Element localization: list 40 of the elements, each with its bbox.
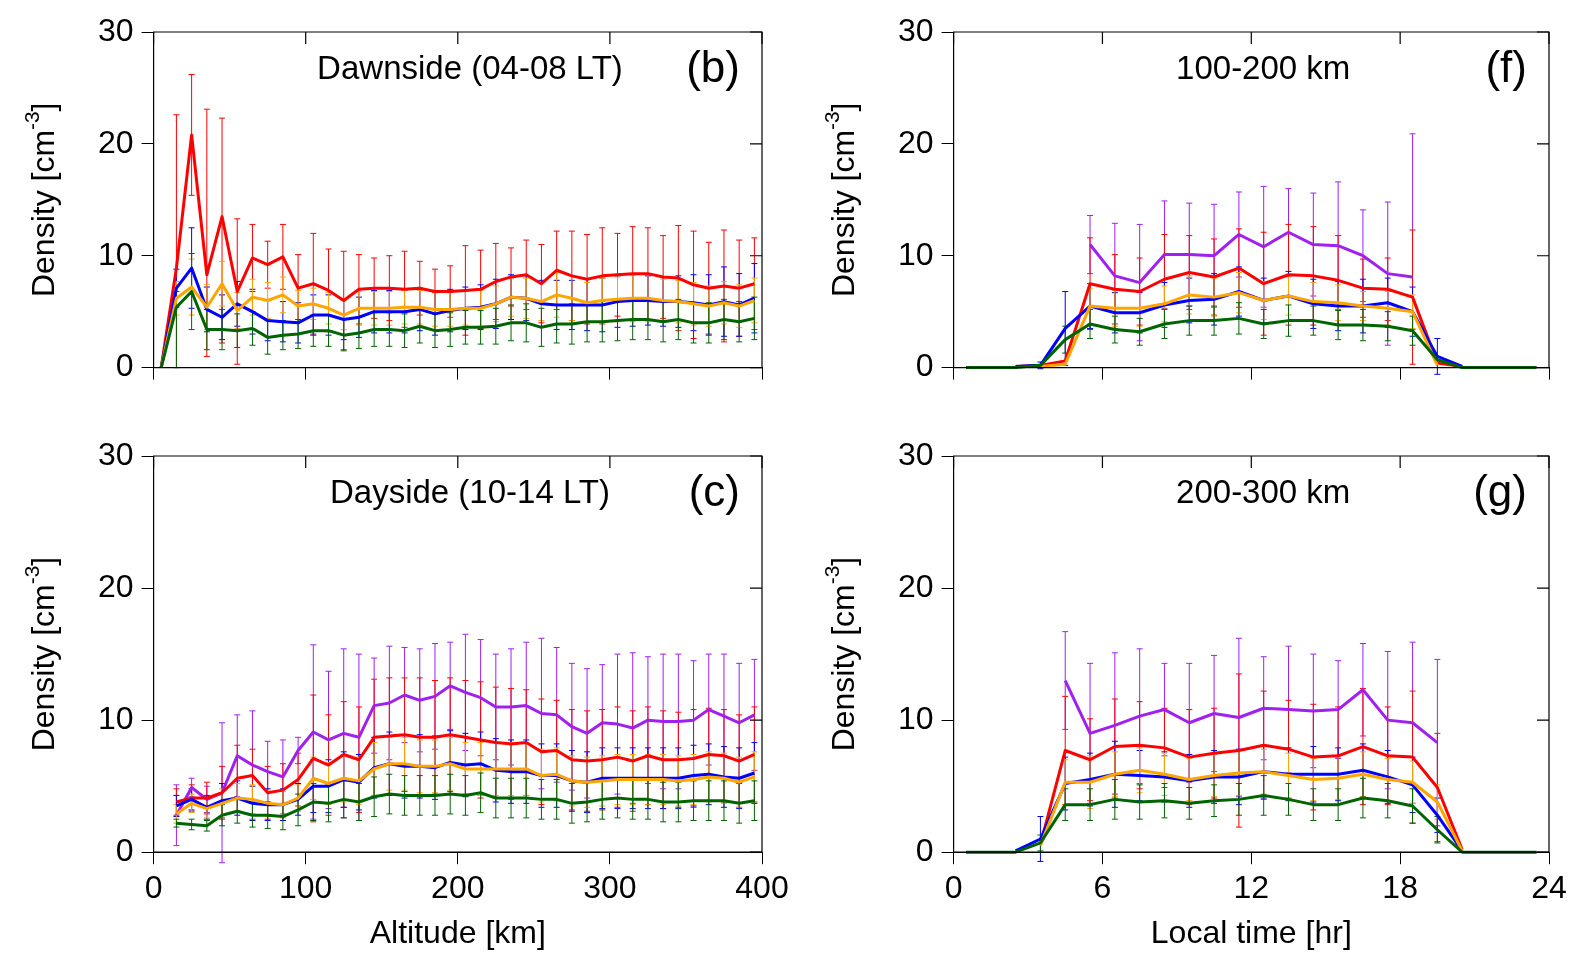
y-tick-label: 10	[98, 235, 134, 272]
y-tick-label: 10	[898, 235, 934, 272]
y-tick-label: 10	[98, 699, 134, 736]
x-tick-label: 200	[431, 869, 485, 906]
text: 100-200 km	[1176, 49, 1351, 87]
annotation: (g)	[1473, 466, 1527, 516]
y-tick-label: 20	[98, 567, 134, 604]
x-tick-label: 12	[1233, 869, 1270, 906]
x-axis-title: Local time [hr]	[1150, 913, 1352, 950]
y-tick-label: 20	[898, 123, 934, 160]
y-tick-label: 30	[898, 435, 934, 472]
x-tick-label: 24	[1531, 869, 1567, 906]
y-axis-title: Density [cm-3]	[19, 102, 62, 298]
annotation: (f)	[1485, 42, 1527, 92]
annotation: (b)	[686, 42, 740, 92]
y-axis-title: Density [cm-3]	[819, 556, 862, 752]
y-tick-label: 10	[898, 699, 934, 736]
y-tick-label: 30	[898, 11, 934, 48]
y-tick-label: 20	[98, 123, 134, 160]
y-tick-label: 0	[915, 832, 934, 869]
x-tick-label: 0	[944, 869, 963, 906]
x-axis-title: Altitude [km]	[369, 913, 546, 950]
y-tick-label: 30	[98, 435, 134, 472]
x-tick-label: 0	[144, 869, 163, 906]
y-tick-label: 30	[98, 11, 134, 48]
text: Dawnside (04-08 LT)	[317, 49, 623, 87]
x-tick-label: 18	[1382, 869, 1418, 906]
y-tick-label: 0	[115, 832, 134, 869]
y-tick-label: 0	[915, 347, 934, 384]
x-tick-label: 400	[735, 869, 789, 906]
x-tick-label: 6	[1093, 869, 1112, 906]
text: Dayside (10-14 LT)	[329, 473, 610, 511]
x-tick-label: 100	[279, 869, 333, 906]
y-tick-label: 20	[898, 567, 934, 604]
x-tick-label: 300	[583, 869, 637, 906]
y-tick-label: 0	[115, 347, 134, 384]
annotation: (c)	[688, 466, 740, 516]
text: 200-300 km	[1176, 473, 1351, 511]
y-axis-title: Density [cm-3]	[19, 556, 62, 752]
y-axis-title: Density [cm-3]	[819, 102, 862, 298]
